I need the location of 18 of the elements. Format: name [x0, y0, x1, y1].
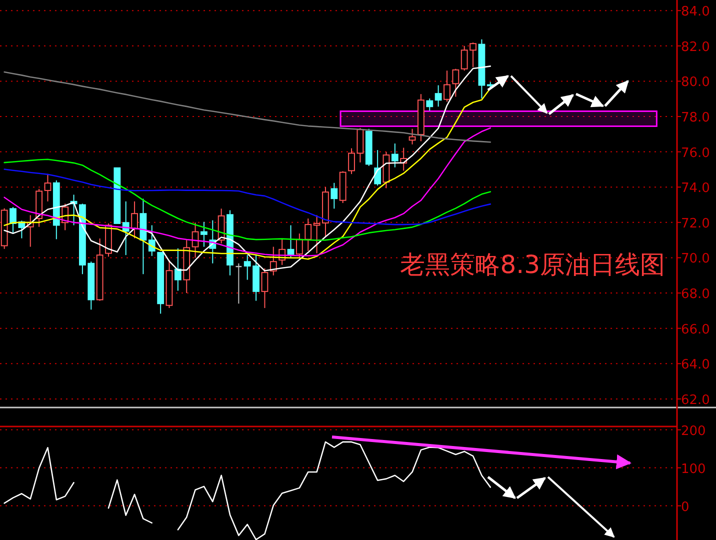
- y-tick-label: 80.0: [681, 75, 710, 90]
- annotation: 老黑策略8.3原油日线图: [400, 250, 665, 279]
- y-tick-label: 72.0: [681, 216, 710, 232]
- y-tick-label: 84.0: [681, 4, 710, 20]
- y-tick-label: 82.0: [681, 40, 710, 55]
- y-tick-label: 200: [681, 424, 706, 439]
- line-series: [4, 71, 492, 143]
- y-tick-label: 62.0: [681, 392, 710, 408]
- y-tick-label: 76.0: [681, 146, 710, 161]
- line-series: [4, 168, 492, 226]
- y-tick-label: 66.0: [681, 322, 710, 338]
- y-tick-label: 0: [681, 500, 690, 515]
- y-tick-label: 68.0: [681, 287, 710, 302]
- y-tick-label: 100: [681, 462, 706, 477]
- y-tick-label: 74.0: [681, 181, 710, 196]
- y-tick-label: 64.0: [681, 358, 710, 373]
- y-tick-label: 78.0: [681, 110, 710, 126]
- y-tick-label: 70.0: [681, 252, 710, 267]
